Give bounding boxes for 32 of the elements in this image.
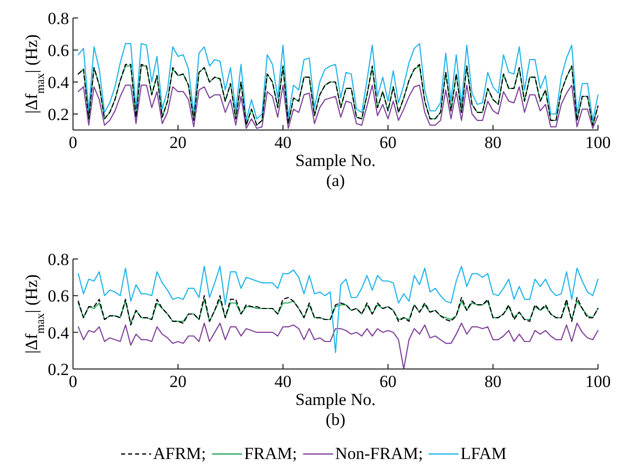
x-tick-label: 40 [274,372,292,391]
y-tick-label: 0.8 [48,9,69,28]
legend-label: AFRM; [153,444,206,463]
y-tick-label: 0.2 [48,360,69,379]
text: (b) [326,410,346,429]
legend-label: LFAM [460,444,506,463]
x-tick-label: 60 [380,372,396,391]
x-tick-label: 0 [68,133,78,152]
x-tick-label: 20 [170,133,186,152]
line-series [78,84,599,129]
y-tick-label: 0.6 [48,286,69,306]
y-tick-label: 0.4 [48,73,70,92]
y-tick-label: 0.8 [48,250,69,269]
text: (a) [326,171,345,190]
line-series [78,43,599,121]
x-tick-label: 80 [484,372,502,391]
x-axis-title: Sample No. [295,151,376,170]
y-tick-label: 0.6 [48,41,69,60]
x-tick-label: 0 [68,372,78,391]
x-tick-label: 20 [170,372,186,391]
line-series [78,266,599,354]
line-series [78,322,599,370]
x-axis-title: Sample No. [295,390,376,409]
x-tick-label: 100 [585,133,611,152]
x-tick-label: 40 [274,133,292,152]
x-tick-label: 60 [380,133,396,152]
x-tick-label: 80 [484,133,502,152]
y-tick-label: 0.2 [48,105,69,124]
y-tick-label: 0.4 [48,323,70,342]
legend-label: FRAM; [244,444,298,463]
x-tick-label: 100 [585,372,611,391]
legend-label: Non-FRAM; [335,444,423,463]
